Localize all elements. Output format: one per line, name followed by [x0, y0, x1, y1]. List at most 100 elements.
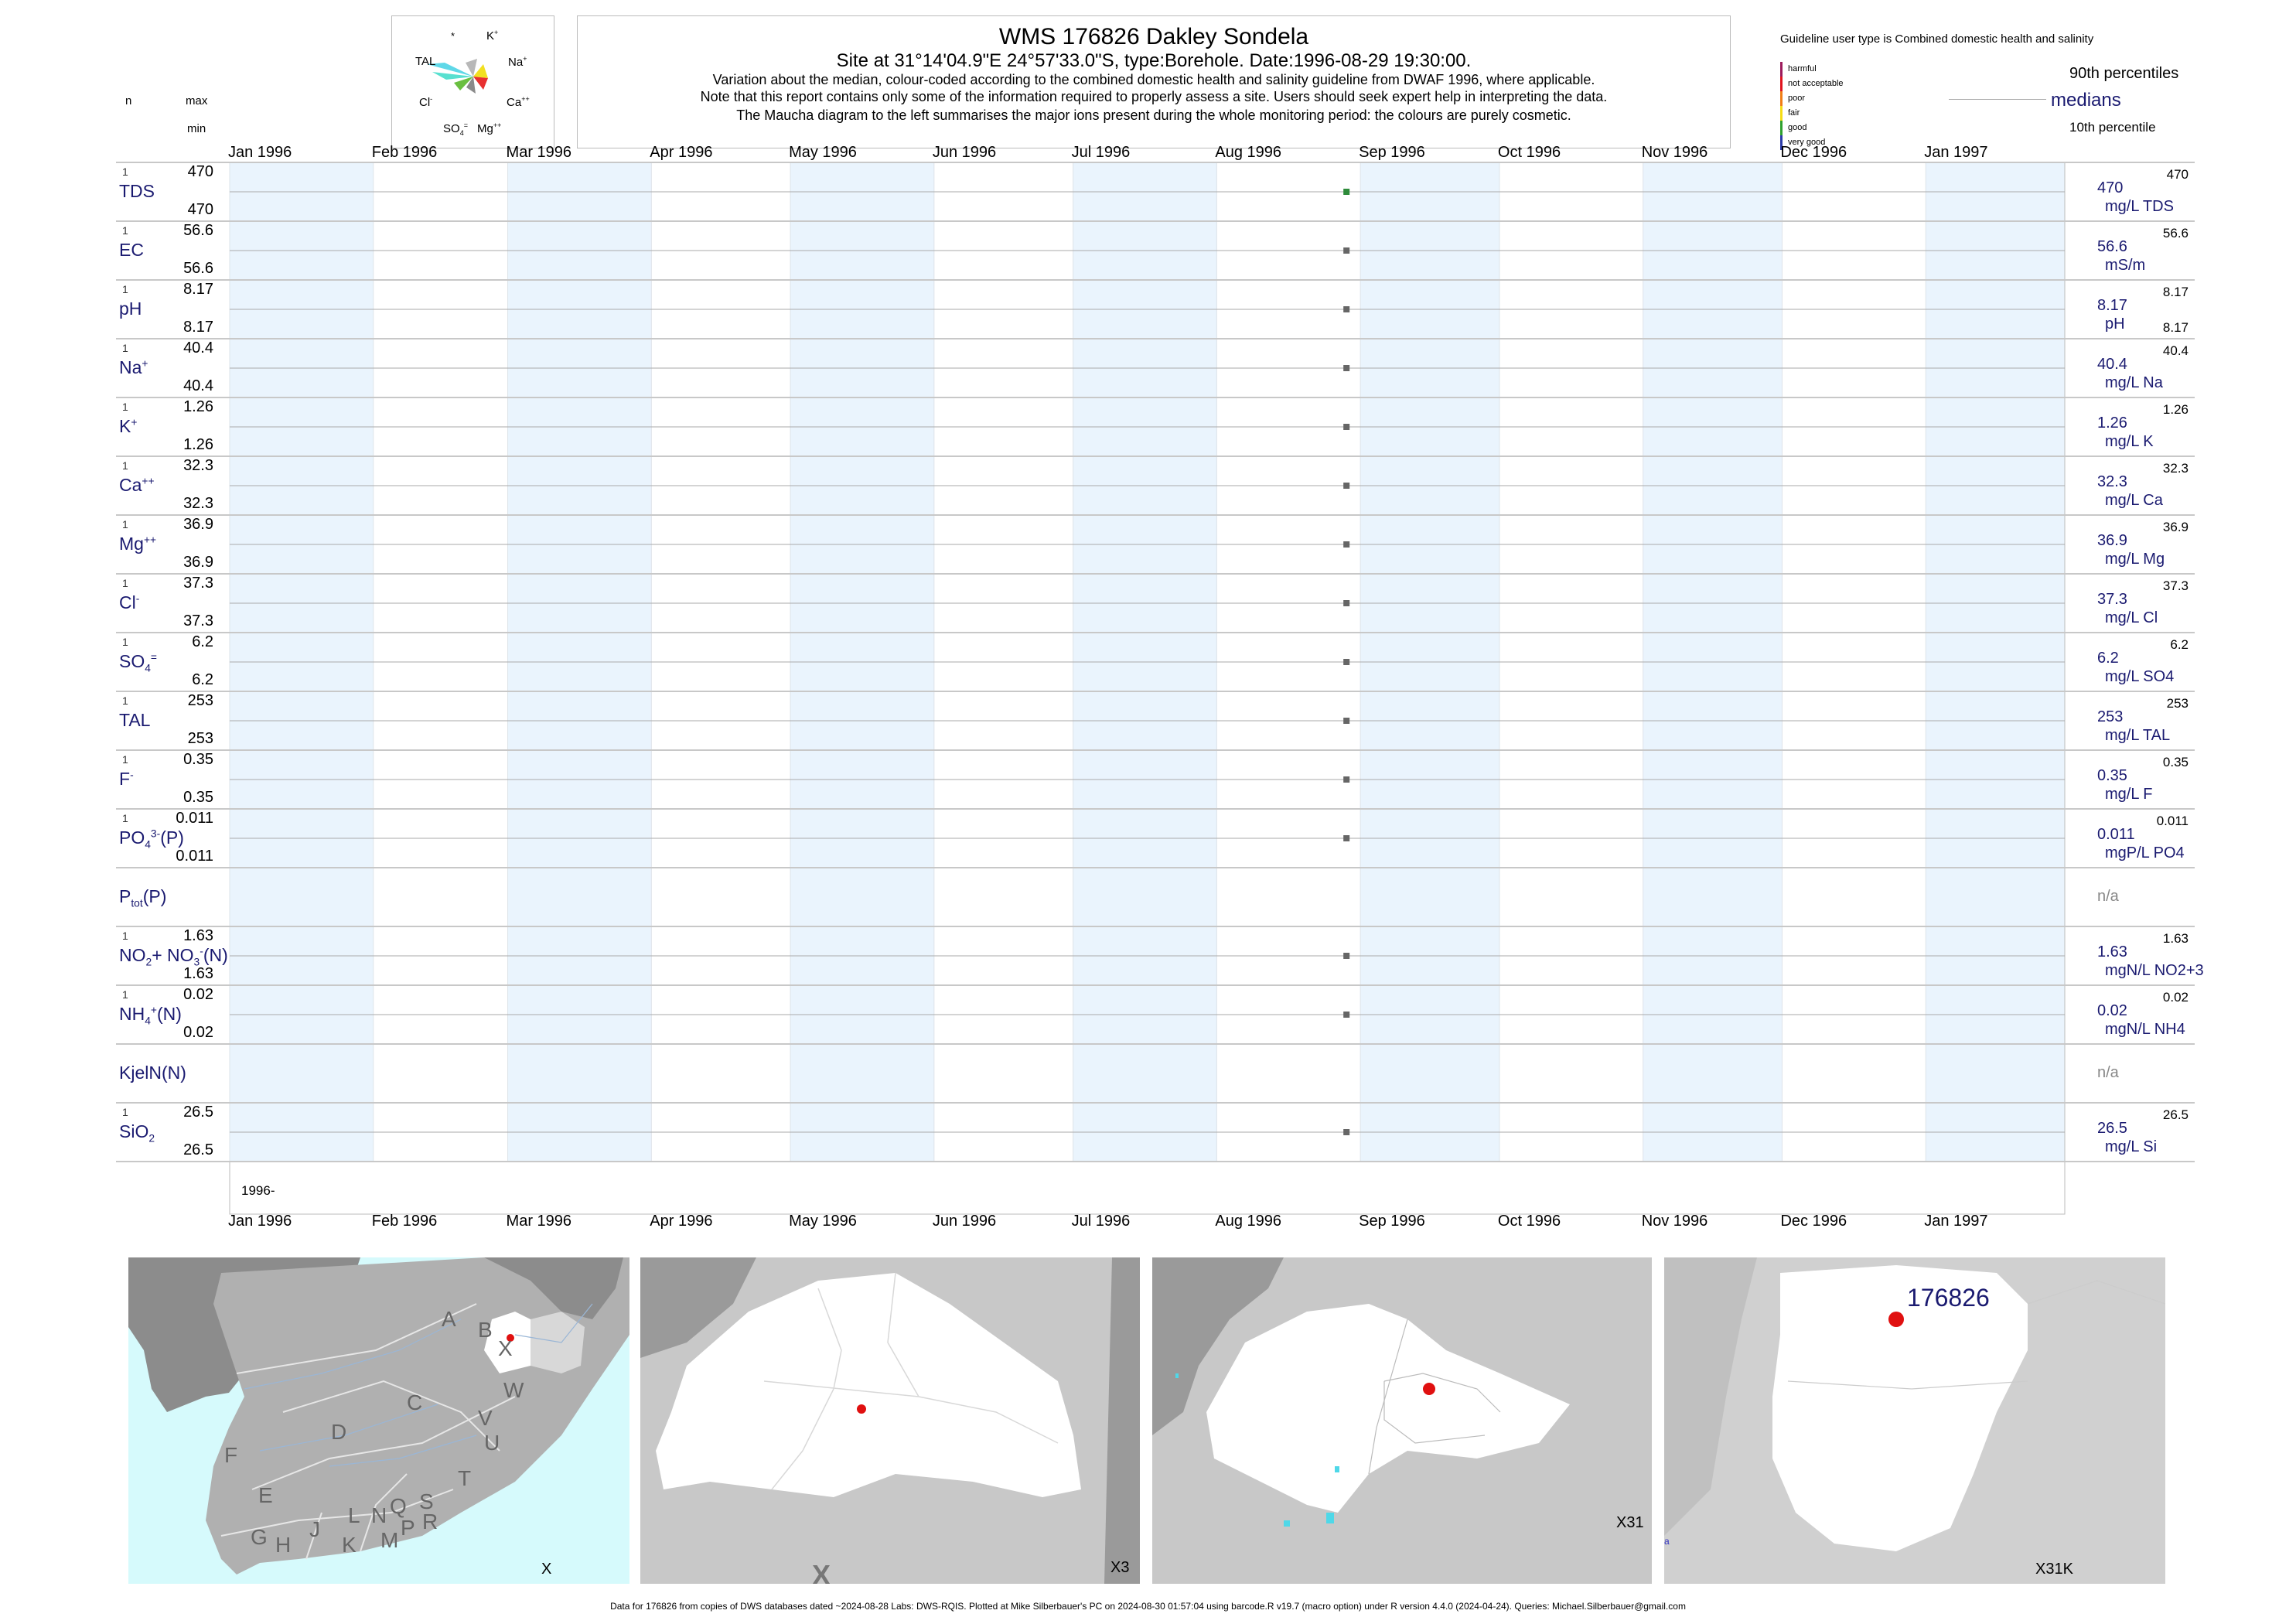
param-max: 40.4: [183, 339, 213, 357]
map-region-E: E: [258, 1483, 273, 1507]
map-region-J: J: [309, 1517, 320, 1541]
param-min: 32.3: [183, 495, 213, 512]
param-p90: 37.3: [2162, 578, 2189, 593]
legend-p10: 10th percentile: [2069, 120, 2156, 135]
site-label: 176826: [1907, 1284, 1990, 1312]
param-max: 36.9: [183, 516, 213, 533]
legend-color-bar: [1780, 91, 1783, 106]
month-label-top: Jun 1996: [932, 144, 997, 161]
param-unit: mg/L Na: [2105, 374, 2163, 391]
param-median: 470: [2097, 179, 2124, 196]
title-panel: WMS 176826 Dakley Sondela Site at 31°14'…: [577, 15, 1731, 148]
map-region-N: N: [371, 1503, 387, 1527]
param-max: 1.63: [183, 927, 213, 944]
param-min: 253: [187, 730, 213, 747]
param-p90: 8.17: [2162, 285, 2189, 299]
param-max: 1.26: [183, 398, 213, 415]
param-unit: mg/L TDS: [2105, 198, 2174, 215]
param-unit: mS/m: [2105, 257, 2146, 274]
param-min: 36.9: [183, 554, 213, 571]
month-label-bottom: May 1996: [789, 1213, 857, 1230]
month-label-top: Feb 1996: [371, 144, 438, 161]
param-unit: mg/L TAL: [2105, 727, 2171, 744]
param-median: 0.02: [2097, 1002, 2127, 1019]
param-p90: 0.35: [2162, 755, 2189, 769]
n-header: n: [125, 94, 132, 107]
sample-point: [1343, 483, 1350, 489]
month-label-bottom: Jan 1997: [1924, 1213, 1988, 1230]
param-unit: mg/L Mg: [2105, 551, 2165, 568]
param-unit: mg/L F: [2105, 786, 2153, 803]
param-name: Ptot(P): [119, 886, 167, 909]
min-header: min: [187, 122, 206, 135]
map-region-K: K: [342, 1533, 357, 1557]
sample-point: [1343, 189, 1350, 195]
param-unit: mgP/L PO4: [2105, 844, 2185, 861]
month-label-top: Nov 1996: [1641, 144, 1708, 161]
param-min: 0.02: [183, 1024, 213, 1041]
map-region-F: F: [224, 1443, 238, 1467]
param-median: 37.3: [2097, 591, 2127, 608]
param-na: n/a: [2097, 1064, 2119, 1081]
param-p90: 253: [2166, 696, 2189, 711]
month-label-top: Jul 1996: [1071, 144, 1131, 161]
map-region-X: X: [498, 1336, 513, 1360]
year-label: 1996-: [241, 1183, 275, 1198]
param-name: pH: [119, 299, 142, 319]
sample-point: [1343, 835, 1350, 841]
param-median: 1.26: [2097, 415, 2127, 432]
map4-edge-label: a: [1664, 1536, 1670, 1547]
param-min: 37.3: [183, 612, 213, 629]
param-max: 26.5: [183, 1104, 213, 1121]
legend-class-name: fair: [1788, 108, 1800, 118]
month-label-top: Dec 1996: [1780, 144, 1847, 161]
sample-point: [1343, 659, 1350, 665]
param-unit: mg/L K: [2105, 433, 2154, 450]
param-n: 1: [122, 930, 128, 942]
sample-point: [1343, 1129, 1350, 1135]
param-p90: 1.63: [2162, 931, 2189, 946]
param-max: 0.35: [183, 751, 213, 768]
param-median: 26.5: [2097, 1120, 2127, 1137]
param-p90: 26.5: [2162, 1107, 2189, 1122]
legend-color-bar: [1780, 106, 1783, 121]
param-median: 36.9: [2097, 532, 2127, 549]
sample-point: [1343, 365, 1350, 371]
map-region-V: V: [478, 1406, 493, 1430]
legend-median-line: [1949, 99, 2046, 100]
map-catchment-x31k: 176826 a X31K: [1664, 1257, 2165, 1584]
month-label-top: Jan 1996: [228, 144, 292, 161]
param-n: 1: [122, 694, 128, 707]
param-median: 56.6: [2097, 238, 2127, 255]
param-median: 40.4: [2097, 356, 2127, 373]
param-p90: 0.011: [2156, 814, 2189, 828]
param-n: 1: [122, 753, 128, 766]
month-label-bottom: Dec 1996: [1780, 1213, 1847, 1230]
note-line-1: Variation about the median, colour-coded…: [712, 72, 1595, 87]
map2-x-mark: X: [812, 1559, 831, 1584]
param-min: 1.63: [183, 965, 213, 982]
param-name: F-: [119, 769, 134, 789]
sample-point: [1343, 600, 1350, 606]
param-n: 1: [122, 518, 128, 531]
month-label-bottom: Sep 1996: [1359, 1213, 1425, 1230]
param-max: 32.3: [183, 457, 213, 474]
map-south-africa: A B X W C V U D T F E S R Q N L P M K J …: [128, 1257, 629, 1584]
month-label-bottom: Apr 1996: [650, 1213, 713, 1230]
param-unit: mg/L Ca: [2105, 492, 2163, 509]
param-name: EC: [119, 240, 144, 260]
param-median: 253: [2097, 708, 2124, 725]
param-max: 470: [187, 163, 213, 180]
legend-p90: 90th percentiles: [2069, 65, 2179, 82]
month-label-top: Jan 1997: [1924, 144, 1988, 161]
maucha-cl: Cl-: [419, 95, 433, 109]
param-median: 0.011: [2097, 826, 2135, 843]
param-name: PO43-(P): [119, 827, 184, 851]
map-region-U: U: [484, 1431, 500, 1455]
param-max: 37.3: [183, 575, 213, 592]
param-min: 56.6: [183, 260, 213, 277]
param-min: 1.26: [183, 436, 213, 453]
sample-point: [1343, 718, 1350, 724]
maucha-so4: SO4=: [443, 121, 468, 137]
param-name: KjelN(N): [119, 1063, 186, 1083]
